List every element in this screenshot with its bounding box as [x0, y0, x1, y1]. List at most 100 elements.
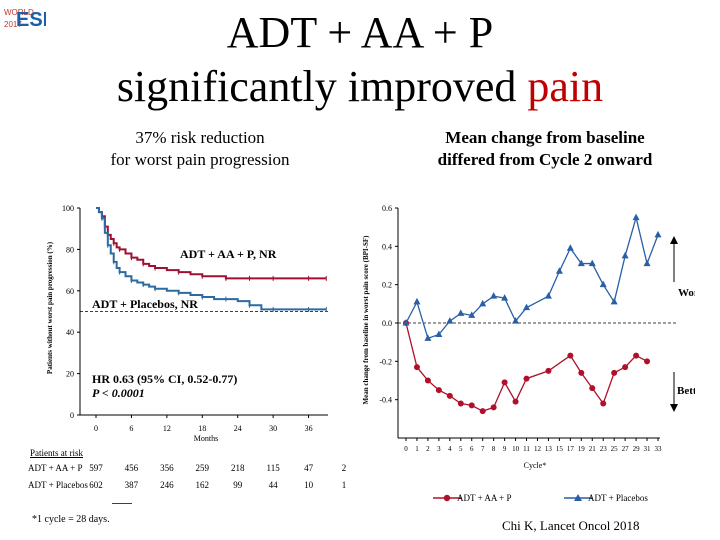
km-x-tick-label: 12 — [163, 424, 171, 433]
mc-x-tick-label: 4 — [448, 445, 452, 453]
km-y-tick-label: 0 — [70, 411, 74, 420]
mc-point-aa — [501, 379, 508, 386]
km-x-tick-label: 0 — [94, 424, 98, 433]
decorative-line — [112, 503, 132, 504]
km-x-tick-label: 6 — [129, 424, 133, 433]
mc-point-placebo — [435, 330, 443, 337]
mc-point-placebo — [468, 311, 476, 318]
mc-y-tick-label: 0.4 — [382, 242, 392, 251]
mc-point-aa — [545, 367, 552, 374]
km-y-tick-label: 80 — [66, 245, 74, 254]
mc-point-aa — [567, 352, 574, 359]
mc-x-tick-label: 2 — [426, 445, 430, 453]
risk-cell: 259 — [195, 463, 210, 473]
mc-x-tick-label: 9 — [503, 445, 507, 453]
mc-line-placebo — [405, 215, 659, 340]
km-x-tick-label: 18 — [198, 424, 206, 433]
risk-cell: 602 — [89, 480, 103, 490]
risk-cell: 47 — [304, 463, 314, 473]
mc-point-placebo — [621, 251, 629, 259]
km-x-axis-label: Months — [194, 434, 218, 443]
km-chart: 02040608010006121824303642 Patients with… — [46, 204, 328, 443]
mc-point-placebo — [643, 259, 651, 267]
mc-x-tick-label: 13 — [545, 445, 553, 453]
mc-x-axis-label: Cycle* — [524, 461, 547, 470]
risk-cell: 44 — [268, 480, 278, 490]
km-p-annotation: P < 0.0001 — [92, 386, 145, 400]
km-label-aa: ADT + AA + P, NR — [180, 247, 277, 261]
patients-at-risk-header: Patients at risk — [30, 448, 83, 458]
mc-arrowhead-worse — [670, 236, 678, 244]
mc-x-tick-label: 10 — [512, 445, 520, 453]
risk-cell: 2 — [341, 463, 347, 473]
mc-point-aa — [611, 369, 618, 376]
mc-x-tick-label: 1 — [415, 445, 419, 453]
mc-point-placebo — [501, 294, 509, 301]
title-highlight: pain — [527, 62, 604, 111]
mc-point-placebo — [632, 213, 640, 221]
logo-brand: ESMO — [16, 9, 46, 31]
mc-x-tick-label: 21 — [589, 445, 597, 453]
esmo-logo: WORLD 2017 ESMO — [2, 2, 46, 48]
km-line-placebo — [96, 207, 327, 311]
mc-x-tick-label: 5 — [459, 445, 463, 453]
mc-point-placebo — [413, 297, 421, 305]
subtitle-left: 37% risk reduction for worst pain progre… — [60, 127, 340, 171]
mc-x-tick-label: 27 — [622, 445, 630, 453]
risk-cell: 99 — [233, 480, 243, 490]
mc-x-tick-label: 23 — [600, 445, 608, 453]
legend-placebo-marker — [574, 494, 582, 501]
citation: Chi K, Lancet Oncol 2018 — [502, 518, 640, 533]
mc-x-tick-label: 17 — [567, 445, 575, 453]
mc-point-aa — [633, 352, 640, 359]
mc-y-axis-label: Mean change from baseline in worst pain … — [362, 235, 370, 405]
mc-axes: 0.60.40.20.0-0.2-0.40 1 2 3 4 5 6 7 8 9 10 11 12 13 15… — [379, 204, 678, 453]
km-axes: 02040608010006121824303642 — [62, 204, 328, 433]
mc-point-placebo — [588, 259, 596, 267]
mc-point-placebo — [479, 299, 487, 307]
title-prefix: significantly improved — [116, 62, 528, 111]
mc-y-tick-label: -0.4 — [379, 396, 392, 405]
risk-cell: 246 — [160, 480, 174, 490]
legend-aa: ADT + AA + P — [433, 493, 512, 503]
km-y-tick-label: 100 — [62, 204, 74, 213]
mc-x-tick-label: 0 — [404, 445, 408, 453]
legend-placebo: ADT + Placebos — [564, 493, 648, 503]
km-y-axis-label: Patients without worst pain progression … — [46, 241, 54, 374]
subtitle-left-line1: 37% risk reduction — [135, 128, 265, 147]
mc-point-aa — [512, 398, 519, 405]
legend-aa-marker — [443, 494, 451, 502]
mc-point-aa — [479, 408, 486, 415]
risk-cell: 115 — [266, 463, 280, 473]
mc-point-placebo — [599, 280, 607, 288]
mc-point-placebo — [402, 319, 410, 326]
risk-cell: 218 — [230, 463, 245, 473]
mc-point-placebo — [424, 334, 432, 341]
mc-label-worse: Worse — [678, 287, 695, 299]
km-hr-annotation: HR 0.63 (95% CI, 0.52-0.77) — [92, 372, 237, 386]
km-x-tick-label: 36 — [305, 424, 313, 433]
km-line-aa — [96, 207, 327, 280]
footnote: *1 cycle = 28 days. — [32, 514, 110, 525]
km-y-tick-label: 20 — [66, 370, 74, 379]
mc-y-tick-label: 0.0 — [382, 319, 392, 328]
mc-point-placebo — [577, 259, 585, 267]
subtitle-right-line2: differed from Cycle 2 onward — [437, 150, 653, 169]
mc-x-tick-label: 3 — [437, 445, 441, 453]
mc-x-tick-label: 7 — [481, 445, 485, 453]
subtitle-left-line2: for worst pain progression — [110, 150, 290, 169]
risk-cell: 456 — [124, 463, 139, 473]
mc-x-tick-label: 6 — [470, 445, 474, 453]
km-label-placebo: ADT + Placebos, NR — [92, 297, 198, 311]
mc-point-placebo — [544, 292, 552, 299]
mc-point-placebo — [512, 317, 520, 324]
page-title-line1: ADT + AA + P — [226, 8, 494, 57]
mc-x-tick-label: 15 — [556, 445, 564, 453]
mc-point-placebo — [566, 244, 574, 251]
mc-point-aa — [589, 385, 596, 392]
legend-placebo-label: ADT + Placebos — [588, 493, 648, 503]
subtitle-right-line1: Mean change from baseline — [445, 128, 645, 147]
legend-aa-label: ADT + AA + P — [457, 493, 512, 503]
mc-point-placebo — [523, 303, 531, 311]
km-y-tick-label: 40 — [66, 328, 74, 337]
